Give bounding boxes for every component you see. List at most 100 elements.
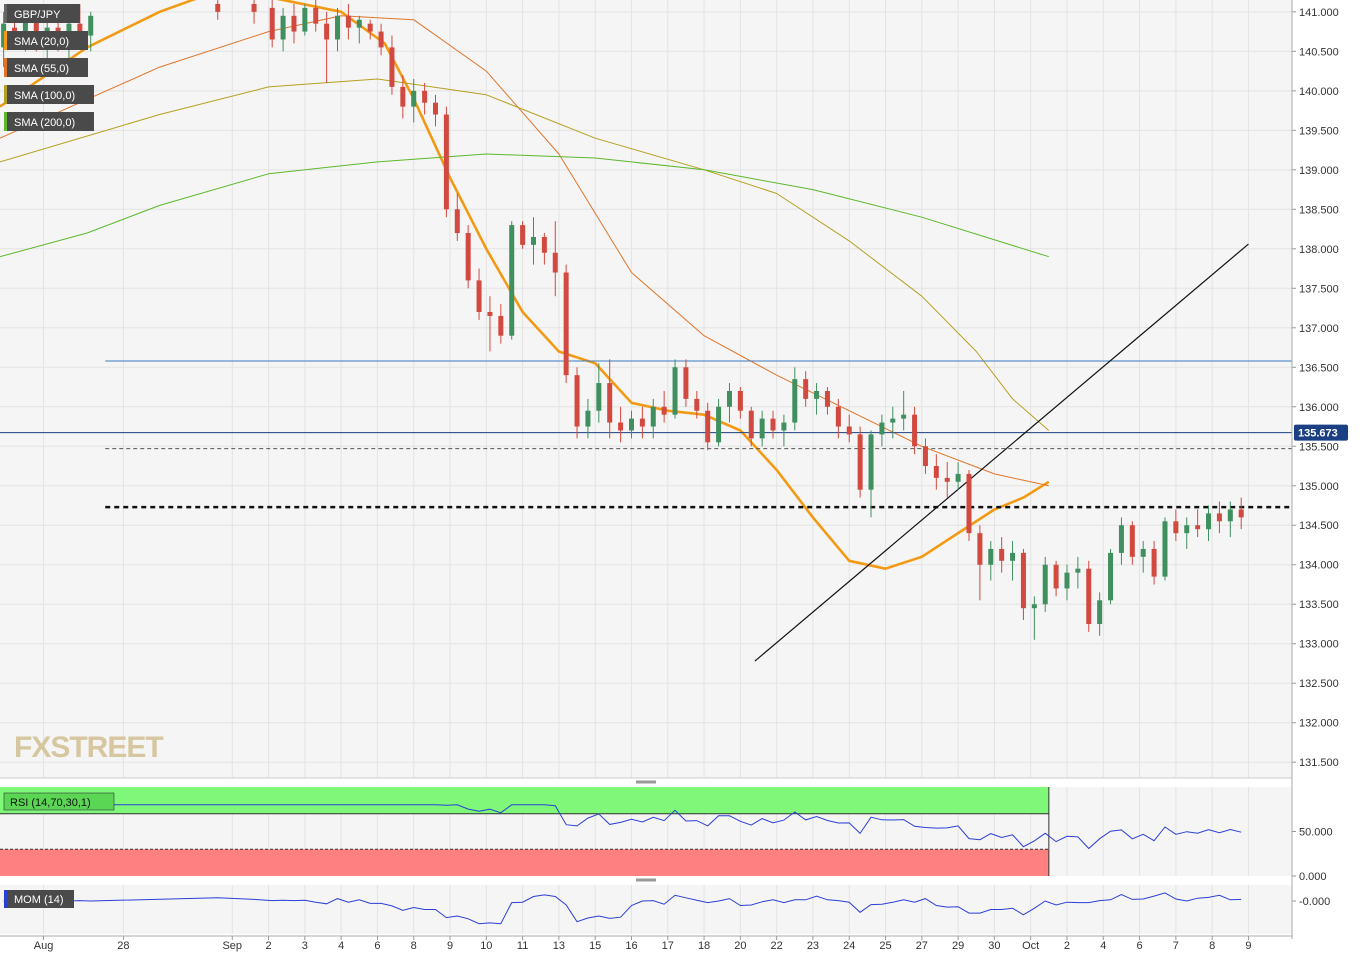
candle bbox=[520, 221, 526, 249]
legend-item-color bbox=[4, 4, 7, 23]
x-tick-label: 29 bbox=[952, 940, 964, 952]
candle bbox=[944, 462, 950, 498]
candle bbox=[269, 0, 275, 48]
candle-body bbox=[1216, 513, 1222, 522]
x-tick-label: 13 bbox=[553, 940, 565, 952]
candle bbox=[585, 398, 591, 439]
candle-body bbox=[1162, 521, 1168, 577]
candle-body bbox=[1184, 525, 1190, 534]
candle-body bbox=[1227, 509, 1233, 522]
watermark: FXSTREET bbox=[14, 731, 163, 764]
candle bbox=[487, 296, 493, 352]
y-tick-label: 134.500 bbox=[1299, 520, 1339, 532]
candle-body bbox=[1020, 552, 1026, 609]
candle-body bbox=[988, 548, 994, 565]
x-tick-label: 23 bbox=[807, 940, 819, 952]
main-plot-area[interactable] bbox=[0, 0, 1292, 778]
candle-body bbox=[944, 477, 950, 482]
x-tick-label: 16 bbox=[625, 940, 637, 952]
momentum-panel[interactable]: MOM (14) bbox=[0, 885, 1292, 934]
candle bbox=[726, 383, 732, 423]
axes: 141.000 140.500 140.000 139.500 139.000 138.5… bbox=[0, 0, 1348, 952]
y-tick-label: 132.500 bbox=[1299, 678, 1339, 690]
candle bbox=[411, 78, 417, 123]
candle bbox=[1151, 541, 1157, 585]
x-tick-label: 9 bbox=[1245, 940, 1251, 952]
y-tick-label: 141.000 bbox=[1299, 7, 1339, 19]
momentum-line bbox=[3, 892, 1242, 925]
candle-body bbox=[748, 410, 754, 439]
candle bbox=[759, 410, 765, 447]
candle bbox=[1097, 592, 1103, 636]
candle bbox=[814, 383, 820, 415]
x-tick-label: 17 bbox=[662, 940, 674, 952]
candle-body bbox=[781, 422, 787, 431]
candle bbox=[857, 426, 863, 498]
candle-body bbox=[498, 315, 504, 336]
x-tick-label: 15 bbox=[589, 940, 601, 952]
y-tick-label: 135.500 bbox=[1299, 441, 1339, 453]
candle bbox=[1216, 501, 1222, 534]
candle-body bbox=[1140, 548, 1146, 557]
candle-body bbox=[291, 15, 297, 32]
candle bbox=[422, 82, 428, 115]
candle-body bbox=[541, 236, 547, 253]
candle bbox=[574, 367, 580, 439]
candle-body bbox=[1206, 513, 1212, 530]
candle bbox=[792, 367, 798, 431]
candle bbox=[251, 0, 257, 24]
x-tick-label: 18 bbox=[698, 940, 710, 952]
candle-body bbox=[1031, 604, 1037, 609]
candle bbox=[694, 390, 700, 419]
candle bbox=[716, 398, 722, 447]
candle bbox=[748, 406, 754, 447]
rsi-panel[interactable]: RSI (14,70,30,1) bbox=[0, 787, 1292, 876]
y-tick-label: 134.000 bbox=[1299, 560, 1339, 572]
candle bbox=[770, 410, 776, 439]
candle-body bbox=[596, 383, 602, 411]
y-tick-label: 137.000 bbox=[1299, 323, 1339, 335]
candle-body bbox=[792, 379, 798, 423]
x-tick-label: 20 bbox=[734, 940, 746, 952]
candle bbox=[846, 414, 852, 443]
candle bbox=[1173, 509, 1179, 542]
candle bbox=[530, 217, 536, 265]
candle-body bbox=[857, 434, 863, 490]
candle-body bbox=[705, 410, 711, 443]
candle bbox=[628, 410, 634, 439]
candle-body bbox=[400, 86, 406, 107]
candle-body bbox=[530, 236, 536, 245]
y-tick-label: 135.000 bbox=[1299, 481, 1339, 493]
rsi-label: RSI (14,70,30,1) bbox=[10, 797, 91, 809]
legend-item-box bbox=[4, 31, 88, 50]
candle-body bbox=[1075, 568, 1081, 573]
x-tick-label: 4 bbox=[338, 940, 344, 952]
candle bbox=[672, 359, 678, 419]
candle bbox=[509, 221, 515, 340]
momentum-label-accent bbox=[4, 890, 7, 908]
candle-body bbox=[1118, 525, 1124, 553]
candle-body bbox=[88, 15, 94, 36]
candle bbox=[650, 398, 656, 439]
candle-body bbox=[367, 23, 373, 32]
candle bbox=[1118, 517, 1124, 565]
candle-body bbox=[922, 446, 928, 467]
candle-body bbox=[335, 15, 341, 40]
candle bbox=[1140, 541, 1146, 573]
momentum-label-box bbox=[4, 890, 74, 908]
x-tick-label: 8 bbox=[1209, 940, 1215, 952]
candle-body bbox=[378, 31, 384, 48]
candle-body bbox=[814, 390, 820, 399]
candle bbox=[1184, 517, 1190, 549]
momentum-label: MOM (14) bbox=[14, 894, 64, 906]
x-tick-label: 10 bbox=[480, 940, 492, 952]
candle-body bbox=[280, 15, 286, 40]
candle-body bbox=[977, 533, 983, 565]
candle bbox=[498, 304, 504, 344]
x-tick-label: 6 bbox=[1137, 940, 1143, 952]
candle-body bbox=[868, 434, 874, 490]
candle-body bbox=[1238, 509, 1244, 518]
y-tick-label: 133.500 bbox=[1299, 599, 1339, 611]
legend-item-label: SMA (100,0) bbox=[14, 90, 75, 102]
